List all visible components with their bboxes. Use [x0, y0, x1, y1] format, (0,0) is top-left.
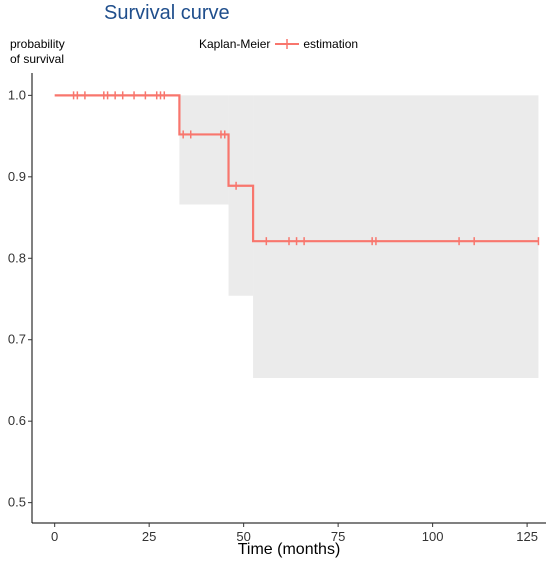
x-tick-label: 50	[236, 529, 250, 544]
survival-step-line	[54, 94, 539, 243]
y-tick-label: 1.0	[8, 87, 26, 102]
x-axis-label: Time (months)	[237, 541, 341, 558]
legend: Kaplan-Meier estimation	[199, 37, 358, 51]
x-tick-label: 100	[422, 529, 444, 544]
y-tick-label: 0.8	[8, 250, 26, 265]
legend-title: Kaplan-Meier	[199, 37, 271, 51]
legend-label-estimation: estimation	[303, 37, 359, 51]
y-tick-label: 0.7	[8, 332, 26, 347]
y-tick-label: 0.9	[8, 169, 26, 184]
y-axis-label: probability of survival	[10, 37, 65, 66]
x-tick-label: 125	[516, 529, 538, 544]
y-tick-label: 0.6	[8, 413, 26, 428]
x-tick-label: 75	[331, 529, 345, 544]
ci-band-segment	[253, 95, 539, 379]
ci-band-segment	[228, 95, 254, 296]
ci-band-segment	[179, 95, 229, 205]
legend-key-estimation	[275, 39, 300, 49]
x-tick-label: 0	[51, 529, 58, 544]
x-tick-label: 25	[142, 529, 156, 544]
chart-title: Survival curve	[104, 2, 230, 24]
y-tick-label: 0.5	[8, 495, 26, 510]
